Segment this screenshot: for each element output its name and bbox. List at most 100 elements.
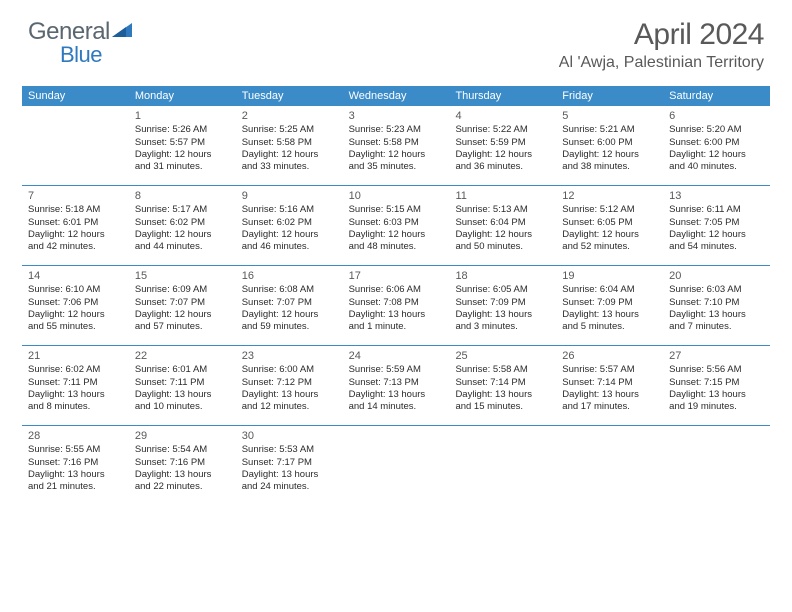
weekday-header: Saturday	[663, 86, 770, 106]
day-number: 3	[349, 109, 444, 123]
day-detail: and 3 minutes.	[455, 321, 550, 333]
day-detail: and 8 minutes.	[28, 401, 123, 413]
day-detail: Sunrise: 5:25 AM	[242, 124, 337, 136]
logo-triangle-icon	[112, 21, 134, 44]
day-cell: 8Sunrise: 5:17 AMSunset: 6:02 PMDaylight…	[129, 186, 236, 265]
day-detail: Sunrise: 5:26 AM	[135, 124, 230, 136]
day-detail: and 44 minutes.	[135, 241, 230, 253]
day-detail: Daylight: 13 hours	[242, 389, 337, 401]
day-detail: Sunset: 7:06 PM	[28, 297, 123, 309]
day-detail: Daylight: 13 hours	[349, 309, 444, 321]
day-detail: Daylight: 13 hours	[455, 389, 550, 401]
day-detail: Sunrise: 5:53 AM	[242, 444, 337, 456]
day-detail: Daylight: 12 hours	[135, 149, 230, 161]
day-detail: Sunset: 7:14 PM	[455, 377, 550, 389]
day-detail: Sunset: 6:00 PM	[669, 137, 764, 149]
weekday-header: Wednesday	[343, 86, 450, 106]
calendar-body: 1Sunrise: 5:26 AMSunset: 5:57 PMDaylight…	[22, 106, 770, 506]
day-detail: and 33 minutes.	[242, 161, 337, 173]
day-detail: Sunset: 5:57 PM	[135, 137, 230, 149]
day-detail: Sunrise: 6:05 AM	[455, 284, 550, 296]
day-number: 18	[455, 269, 550, 283]
weekday-header: Sunday	[22, 86, 129, 106]
day-number: 29	[135, 429, 230, 443]
weekday-header: Tuesday	[236, 86, 343, 106]
day-detail: Daylight: 13 hours	[669, 389, 764, 401]
day-cell: 7Sunrise: 5:18 AMSunset: 6:01 PMDaylight…	[22, 186, 129, 265]
day-detail: Sunset: 6:02 PM	[135, 217, 230, 229]
day-cell	[663, 426, 770, 506]
day-detail: Sunrise: 5:16 AM	[242, 204, 337, 216]
day-number: 24	[349, 349, 444, 363]
day-detail: Daylight: 12 hours	[349, 229, 444, 241]
day-number: 9	[242, 189, 337, 203]
day-detail: Sunset: 7:12 PM	[242, 377, 337, 389]
day-number: 14	[28, 269, 123, 283]
day-detail: Sunset: 7:15 PM	[669, 377, 764, 389]
day-detail: Sunset: 7:17 PM	[242, 457, 337, 469]
day-cell: 29Sunrise: 5:54 AMSunset: 7:16 PMDayligh…	[129, 426, 236, 506]
day-number: 4	[455, 109, 550, 123]
day-detail: Sunrise: 5:13 AM	[455, 204, 550, 216]
day-number: 22	[135, 349, 230, 363]
day-detail: Daylight: 12 hours	[242, 229, 337, 241]
day-detail: Sunset: 7:09 PM	[562, 297, 657, 309]
day-detail: Sunset: 6:00 PM	[562, 137, 657, 149]
day-detail: Daylight: 12 hours	[455, 149, 550, 161]
day-number: 20	[669, 269, 764, 283]
day-detail: Daylight: 13 hours	[562, 389, 657, 401]
day-detail: Sunrise: 6:09 AM	[135, 284, 230, 296]
day-cell: 6Sunrise: 5:20 AMSunset: 6:00 PMDaylight…	[663, 106, 770, 185]
day-number: 28	[28, 429, 123, 443]
day-cell	[22, 106, 129, 185]
day-detail: and 48 minutes.	[349, 241, 444, 253]
day-detail: and 31 minutes.	[135, 161, 230, 173]
day-detail: Sunset: 5:58 PM	[242, 137, 337, 149]
day-detail: and 42 minutes.	[28, 241, 123, 253]
day-cell: 23Sunrise: 6:00 AMSunset: 7:12 PMDayligh…	[236, 346, 343, 425]
day-cell: 11Sunrise: 5:13 AMSunset: 6:04 PMDayligh…	[449, 186, 556, 265]
day-detail: Sunrise: 6:08 AM	[242, 284, 337, 296]
day-number: 11	[455, 189, 550, 203]
day-detail: Daylight: 12 hours	[669, 229, 764, 241]
day-cell: 2Sunrise: 5:25 AMSunset: 5:58 PMDaylight…	[236, 106, 343, 185]
day-detail: Sunset: 6:01 PM	[28, 217, 123, 229]
day-number: 1	[135, 109, 230, 123]
day-detail: Sunrise: 5:55 AM	[28, 444, 123, 456]
day-cell: 12Sunrise: 5:12 AMSunset: 6:05 PMDayligh…	[556, 186, 663, 265]
day-number: 16	[242, 269, 337, 283]
day-detail: Daylight: 12 hours	[669, 149, 764, 161]
day-detail: Sunset: 5:59 PM	[455, 137, 550, 149]
day-detail: and 19 minutes.	[669, 401, 764, 413]
day-detail: and 57 minutes.	[135, 321, 230, 333]
day-number: 7	[28, 189, 123, 203]
day-detail: Sunset: 7:16 PM	[135, 457, 230, 469]
weekday-header: Friday	[556, 86, 663, 106]
day-number: 19	[562, 269, 657, 283]
day-detail: Daylight: 12 hours	[455, 229, 550, 241]
day-detail: Sunrise: 6:11 AM	[669, 204, 764, 216]
day-detail: Sunset: 6:05 PM	[562, 217, 657, 229]
calendar: SundayMondayTuesdayWednesdayThursdayFrid…	[22, 86, 770, 506]
day-number: 27	[669, 349, 764, 363]
day-number: 30	[242, 429, 337, 443]
day-detail: and 54 minutes.	[669, 241, 764, 253]
day-detail: Sunset: 7:11 PM	[135, 377, 230, 389]
day-detail: and 50 minutes.	[455, 241, 550, 253]
day-cell: 17Sunrise: 6:06 AMSunset: 7:08 PMDayligh…	[343, 266, 450, 345]
day-detail: Sunset: 6:02 PM	[242, 217, 337, 229]
day-detail: Sunrise: 6:06 AM	[349, 284, 444, 296]
day-number: 8	[135, 189, 230, 203]
day-cell: 24Sunrise: 5:59 AMSunset: 7:13 PMDayligh…	[343, 346, 450, 425]
day-detail: Daylight: 13 hours	[455, 309, 550, 321]
day-detail: Daylight: 12 hours	[349, 149, 444, 161]
day-detail: Daylight: 12 hours	[135, 309, 230, 321]
day-cell: 19Sunrise: 6:04 AMSunset: 7:09 PMDayligh…	[556, 266, 663, 345]
header: General Blue April 2024 Al 'Awja, Palest…	[0, 0, 792, 78]
day-cell: 10Sunrise: 5:15 AMSunset: 6:03 PMDayligh…	[343, 186, 450, 265]
day-detail: Sunrise: 5:22 AM	[455, 124, 550, 136]
day-detail: and 35 minutes.	[349, 161, 444, 173]
day-number: 10	[349, 189, 444, 203]
day-detail: and 7 minutes.	[669, 321, 764, 333]
day-detail: Sunset: 6:03 PM	[349, 217, 444, 229]
